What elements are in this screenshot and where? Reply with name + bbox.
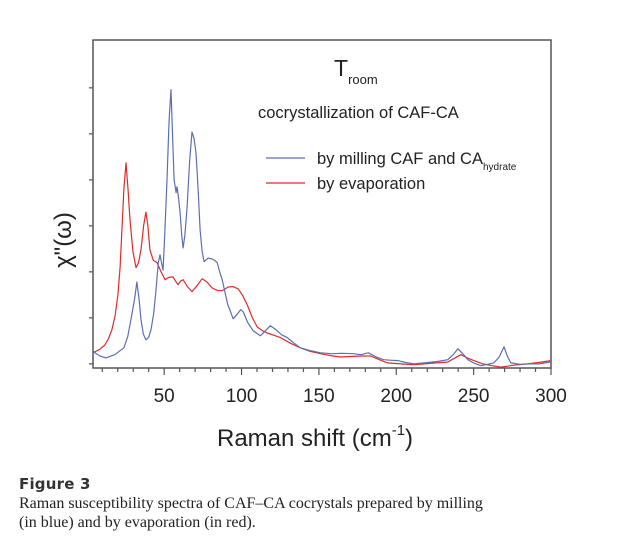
legend: by milling CAF and CAhydrate by evaporat… (266, 150, 517, 193)
x-tick-label: 150 (303, 386, 335, 407)
figure-caption: Figure 3 Raman susceptibility spectra of… (19, 475, 609, 532)
x-axis-label: Raman shift (cm-1) (217, 422, 413, 452)
series-line-milling (92, 89, 552, 367)
legend-label-evaporation: by evaporation (317, 175, 425, 193)
plot-frame (92, 39, 552, 369)
caption-text: Raman susceptibility spectra of CAF–CA c… (19, 494, 609, 532)
chart-subtitle: cocrystallization of CAF-CA (258, 104, 459, 122)
x-axis-ticks (101, 368, 552, 375)
y-axis-label: χ"(ω) (50, 212, 77, 268)
y-axis-ticks (89, 87, 93, 365)
temperature-annotation: Troom (334, 55, 378, 87)
caption-line-2: (in blue) and by evaporation (in red). (19, 514, 256, 531)
legend-label-milling: by milling CAF and CAhydrate (317, 150, 517, 173)
x-axis-tick-labels: 50 100 150 200 250 300 (154, 386, 567, 407)
x-tick-label: 300 (535, 386, 567, 407)
x-tick-label: 50 (154, 386, 175, 407)
caption-line-1: Raman susceptibility spectra of CAF–CA c… (19, 495, 483, 512)
raman-chart: 50 100 150 200 250 300 Troom cocrystallizatio… (50, 39, 567, 452)
x-tick-label: 100 (226, 386, 258, 407)
figure-label: Figure 3 (19, 475, 91, 493)
series-layer (92, 89, 552, 368)
x-tick-label: 200 (380, 386, 412, 407)
series-line-evaporation (93, 162, 552, 368)
x-tick-label: 250 (458, 386, 490, 407)
